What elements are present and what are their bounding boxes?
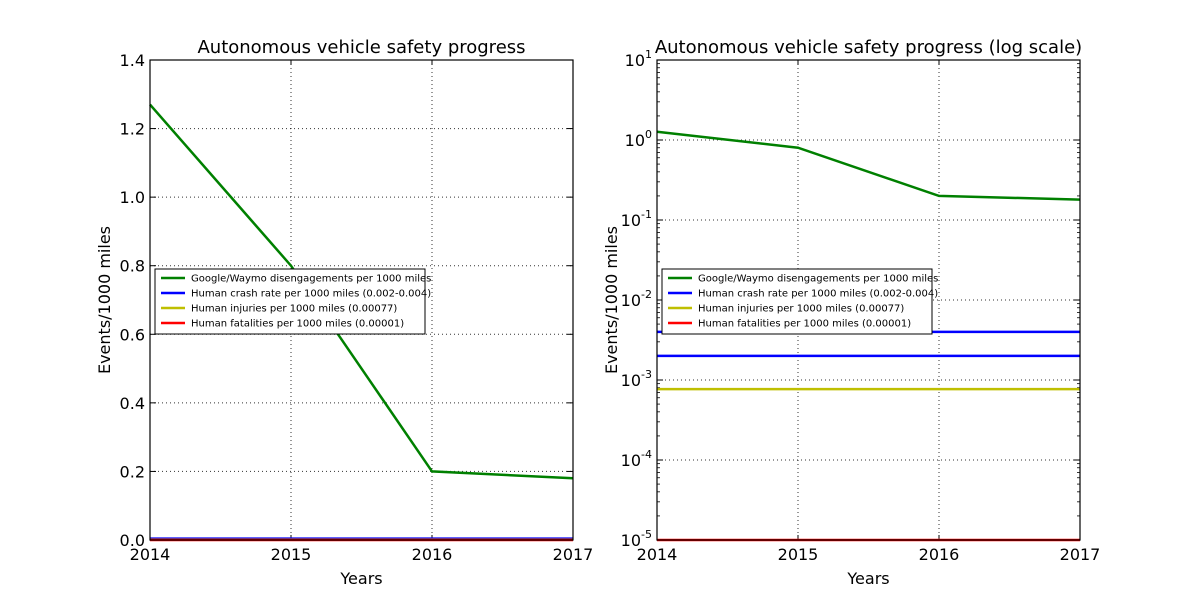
x-tick-label: 2016 bbox=[919, 545, 960, 564]
x-axis-label: Years bbox=[339, 569, 382, 588]
y-axis-label: Events/1000 miles bbox=[602, 226, 621, 374]
legend-label: Google/Waymo disengagements per 1000 mil… bbox=[698, 274, 938, 285]
x-tick-label: 2015 bbox=[271, 545, 312, 564]
plot-frame bbox=[149, 59, 574, 541]
chart-2: Autonomous vehicle safety progress (log … bbox=[602, 37, 1100, 588]
legend-label: Human crash rate per 1000 miles (0.002-0… bbox=[191, 289, 431, 300]
y-tick-label: 10-2 bbox=[621, 288, 652, 310]
legend: Google/Waymo disengagements per 1000 mil… bbox=[154, 268, 431, 335]
y-tick-label: 10-1 bbox=[621, 208, 652, 230]
chart-title: Autonomous vehicle safety progress (log … bbox=[655, 37, 1082, 58]
x-tick-label: 2014 bbox=[130, 545, 171, 564]
x-tick-label: 2017 bbox=[553, 545, 594, 564]
y-tick-label: 1.0 bbox=[120, 188, 145, 207]
legend: Google/Waymo disengagements per 1000 mil… bbox=[661, 268, 938, 335]
x-axis-label: Years bbox=[846, 569, 889, 588]
legend-box bbox=[661, 268, 933, 335]
legend-label: Human fatalities per 1000 miles (0.00001… bbox=[698, 319, 911, 330]
y-tick-label: 10-4 bbox=[621, 448, 652, 470]
x-tick-label: 2015 bbox=[778, 545, 819, 564]
legend-label: Human injuries per 1000 miles (0.00077) bbox=[191, 304, 397, 315]
y-tick-label: 1.4 bbox=[120, 51, 145, 70]
x-tick-label: 2016 bbox=[412, 545, 453, 564]
legend-label: Human injuries per 1000 miles (0.00077) bbox=[698, 304, 904, 315]
chart-title: Autonomous vehicle safety progress bbox=[197, 37, 525, 58]
y-tick-label: 10-5 bbox=[621, 528, 652, 550]
legend-label: Human crash rate per 1000 miles (0.002-0… bbox=[698, 289, 938, 300]
x-tick-label: 2017 bbox=[1060, 545, 1101, 564]
legend-label: Google/Waymo disengagements per 1000 mil… bbox=[191, 274, 431, 285]
y-axis-label: Events/1000 miles bbox=[95, 226, 114, 374]
y-tick-label: 0.4 bbox=[120, 394, 145, 413]
y-tick-label: 0.2 bbox=[120, 462, 145, 481]
series-line-1 bbox=[149, 103, 574, 480]
plot-frame bbox=[656, 59, 1081, 541]
chart-1: Autonomous vehicle safety progress 2014 20… bbox=[95, 37, 593, 588]
y-tick-label: 10-3 bbox=[621, 368, 652, 390]
x-tick-label: 2014 bbox=[637, 545, 678, 564]
y-tick-label: 1.2 bbox=[120, 120, 145, 139]
y-tick-label: 0.8 bbox=[120, 257, 145, 276]
legend-box bbox=[154, 268, 426, 335]
y-tick-label: 101 bbox=[625, 48, 652, 70]
legend-label: Human fatalities per 1000 miles (0.00001… bbox=[191, 319, 404, 330]
y-tick-label: 0.6 bbox=[120, 325, 145, 344]
y-tick-label: 100 bbox=[625, 128, 652, 150]
y-tick-label: 0.0 bbox=[120, 531, 145, 550]
series-line-1 bbox=[656, 130, 1081, 201]
